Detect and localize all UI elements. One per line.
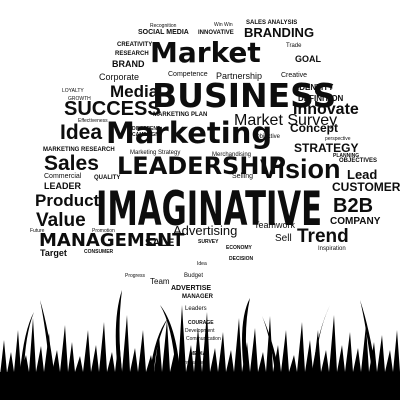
word-communication: Communication [186, 336, 221, 342]
word-success: SUCCESS [64, 98, 161, 120]
word-sales-analysis: SALES ANALYSIS [246, 20, 297, 26]
word-marketing-research: MARKETING RESEARCH [43, 147, 115, 153]
word-perspective: perspective [325, 136, 351, 142]
word-definition: DEFINITION [298, 94, 344, 103]
grass-blades [0, 305, 400, 400]
word-vision: Vision [260, 154, 341, 184]
word-loyalty: LOYALTY [62, 88, 84, 94]
word-planning: PLANNING [333, 153, 359, 159]
word-concept: Concept [290, 121, 338, 135]
word-recognition: Recognition [150, 23, 177, 29]
word-team: Team [150, 277, 170, 286]
word-different: DIFFERENT [132, 126, 160, 132]
word-inspiration: Inspiration [318, 246, 346, 252]
word-research: RESEARCH [115, 51, 149, 57]
word-market-survey: Market Survey [234, 112, 337, 129]
word-social-media: SOCIAL MEDIA [138, 29, 189, 36]
word-marketing: Marketing [106, 116, 272, 150]
word-competence: Competence [168, 71, 208, 78]
word-win-win: Win Win [214, 22, 233, 28]
grass-silhouette [0, 290, 400, 400]
word-partnership: Partnership [216, 71, 262, 81]
word-management: MANAGEMENT [39, 230, 185, 251]
word-b2b: B2B [333, 195, 373, 217]
word-brand: BRAND [112, 59, 145, 69]
word-trend-small: Trade [286, 43, 302, 49]
word-corporate: Corporate [99, 72, 139, 82]
word-sales: Sales [44, 152, 99, 175]
word-marketing-plan: MARKETING PLAN [153, 112, 207, 118]
word-decision: DECISION [229, 256, 254, 262]
word-campaign: CAMPAIGN [132, 132, 159, 138]
word-economy: ECONOMY [226, 245, 253, 251]
word-company: COMPANY [330, 216, 381, 227]
word-promotion: Promotion [92, 228, 115, 234]
word-leaders: Leaders [185, 306, 207, 312]
word-growth: GROWTH [68, 96, 91, 102]
word-idea-small: Idea [197, 261, 207, 267]
word-manager: MANAGER [182, 294, 214, 300]
word-identity: IDENTITY [297, 83, 334, 92]
word-objectives: OBJECTIVES [339, 158, 377, 164]
word-strategy: STRATEGY [294, 141, 358, 155]
word-advertising: Advertising [173, 223, 237, 238]
word-merchandising: Merchandising [212, 152, 251, 158]
word-sell: Sell [275, 233, 292, 244]
word-creative: Creative [281, 72, 307, 79]
word-marketing-strategy: Marketing Strategy [130, 150, 180, 156]
word-budget: Budget [184, 273, 203, 279]
word-imaginative: IMAGINATIVE [96, 182, 322, 237]
word-target: Target [40, 248, 67, 258]
word-business: BUSINESS [152, 76, 336, 115]
word-leadership: LEADERSHIP [117, 152, 286, 180]
word-leader: LEADER [44, 181, 82, 191]
word-innovate: Innovate [293, 101, 359, 118]
word-sale: SALE [145, 237, 174, 249]
word-market: Market [150, 36, 261, 69]
word-lead: Lead [347, 167, 377, 182]
word-advertise: ADVERTISE [171, 285, 211, 292]
word-survey: SURVEY [198, 239, 219, 245]
word-value: Value [36, 210, 86, 231]
word-idea: Idea [60, 121, 102, 144]
word-trend: Trend [297, 226, 349, 247]
word-courage: COURAGE [188, 320, 214, 326]
word-innovative: INNOVATIVE [198, 30, 234, 36]
word-teamwork: Teamwork [254, 220, 296, 230]
word-consumer: CONSUMER [84, 249, 114, 255]
word-objective: Objective [255, 134, 281, 140]
word-media: Media [110, 82, 159, 101]
word-creativity: CREATIVITY [117, 42, 152, 48]
word-commercial: Commercial [44, 173, 82, 180]
word-effectiveness: Effectiveness [78, 118, 108, 124]
word-goal: GOAL [295, 54, 322, 64]
word-product: Product [35, 191, 100, 210]
word-selling: Selling [232, 173, 253, 180]
word-future: Future [30, 228, 45, 234]
word-quality: QUALITY [94, 175, 120, 181]
word-branding: BRANDING [244, 25, 314, 40]
word-development: Development [185, 328, 215, 334]
word-progress: Progress [125, 273, 146, 279]
word-customer: CUSTOMER [332, 180, 400, 194]
